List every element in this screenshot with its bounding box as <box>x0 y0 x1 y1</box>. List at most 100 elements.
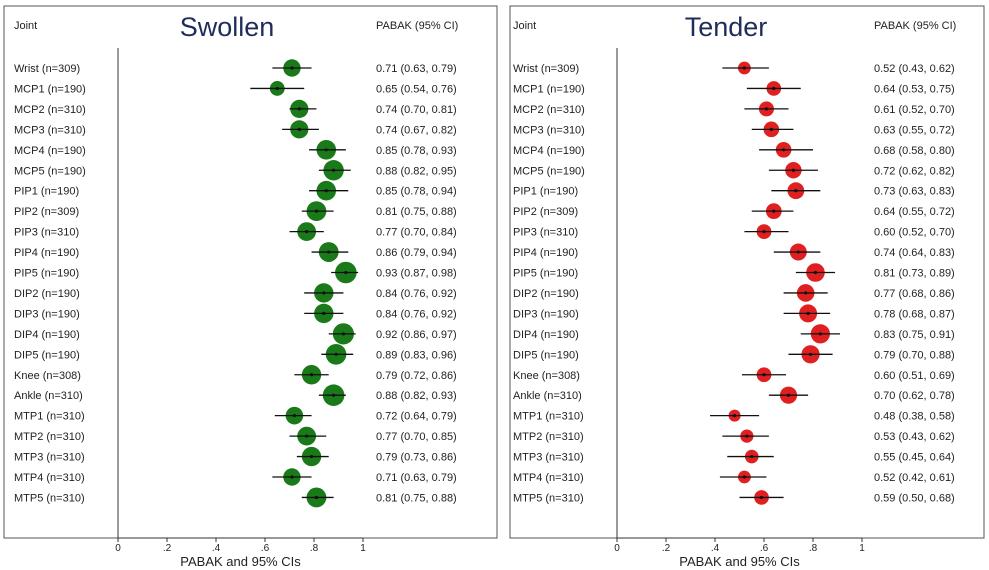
pabak-ci-value: 0.81 (0.75, 0.88) <box>376 206 457 218</box>
joint-label: PIP2 (n=309) <box>513 206 578 218</box>
estimate-point <box>745 434 749 438</box>
x-tick-label: .2 <box>163 543 172 554</box>
estimate-point <box>733 414 737 418</box>
pabak-ci-value: 0.84 (0.76, 0.92) <box>376 308 457 320</box>
pabak-ci-value: 0.74 (0.64, 0.83) <box>874 247 955 259</box>
x-tick-label: .8 <box>809 543 818 554</box>
joint-label: PIP3 (n=310) <box>513 227 578 239</box>
pabak-ci-value: 0.71 (0.63, 0.79) <box>376 472 457 484</box>
pabak-ci-value: 0.73 (0.63, 0.83) <box>874 186 955 198</box>
joint-label: MCP3 (n=310) <box>14 124 86 136</box>
pabak-ci-value: 0.86 (0.79, 0.94) <box>376 247 457 259</box>
pabak-ci-value: 0.77 (0.68, 0.86) <box>874 288 955 300</box>
pabak-ci-value: 0.55 (0.45, 0.64) <box>874 452 955 464</box>
joint-label: MCP5 (n=190) <box>14 165 86 177</box>
pabak-ci-value: 0.65 (0.54, 0.76) <box>376 83 457 95</box>
joint-label: MCP4 (n=190) <box>513 145 585 157</box>
joint-label: MTP1 (n=310) <box>513 411 584 423</box>
pabak-ci-value: 0.79 (0.73, 0.86) <box>376 452 457 464</box>
joint-label: Ankle (n=310) <box>513 390 582 402</box>
x-axis-label: PABAK and 95% CIs <box>679 554 800 569</box>
x-tick-label: .8 <box>310 543 319 554</box>
estimate-point <box>786 393 791 397</box>
pabak-ci-value: 0.84 (0.76, 0.92) <box>376 288 457 300</box>
joint-label: MTP3 (n=310) <box>14 452 85 464</box>
joint-label: MCP1 (n=190) <box>513 83 585 95</box>
pabak-ci-value: 0.52 (0.43, 0.62) <box>874 63 955 75</box>
pabak-ci-value: 0.74 (0.70, 0.81) <box>376 104 457 116</box>
joint-label: PIP2 (n=309) <box>14 206 79 218</box>
estimate-point <box>297 127 301 131</box>
estimate-point <box>341 332 345 336</box>
estimate-point <box>782 148 786 152</box>
joint-label: Wrist (n=309) <box>14 63 80 75</box>
estimate-point <box>292 414 296 418</box>
estimate-point <box>344 270 348 275</box>
joint-label: Knee (n=308) <box>513 370 580 382</box>
pabak-ci-value: 0.48 (0.38, 0.58) <box>874 411 955 423</box>
x-tick-label: .2 <box>662 543 671 554</box>
column-header-joint: Joint <box>513 20 536 32</box>
x-tick-label: 0 <box>614 543 620 554</box>
estimate-point <box>794 189 798 193</box>
estimate-point <box>750 454 754 459</box>
estimate-point <box>806 311 810 315</box>
estimate-point <box>314 495 319 500</box>
joint-label: DIP5 (n=190) <box>14 349 80 361</box>
estimate-point <box>305 230 309 234</box>
x-tick-label: .6 <box>261 543 270 554</box>
estimate-point <box>290 475 294 479</box>
pabak-ci-value: 0.61 (0.52, 0.70) <box>874 104 955 116</box>
x-tick-label: 1 <box>360 543 366 554</box>
pabak-ci-value: 0.60 (0.51, 0.69) <box>874 370 955 382</box>
pabak-ci-value: 0.85 (0.78, 0.93) <box>376 145 457 157</box>
estimate-point <box>759 495 764 500</box>
estimate-point <box>327 250 331 254</box>
joint-label: MTP1 (n=310) <box>14 411 85 423</box>
pabak-ci-value: 0.77 (0.70, 0.85) <box>376 431 457 443</box>
joint-label: Ankle (n=310) <box>14 390 83 402</box>
joint-label: DIP3 (n=190) <box>513 308 579 320</box>
pabak-ci-value: 0.93 (0.87, 0.98) <box>376 268 457 280</box>
estimate-point <box>322 291 326 295</box>
estimate-point <box>314 209 319 213</box>
joint-label: MTP3 (n=310) <box>513 452 584 464</box>
estimate-point <box>764 107 769 111</box>
pabak-ci-value: 0.71 (0.63, 0.79) <box>376 63 457 75</box>
estimate-point <box>742 475 747 479</box>
joint-label: MCP2 (n=310) <box>513 104 585 116</box>
estimate-point <box>309 454 314 459</box>
joint-label: MTP4 (n=310) <box>513 472 584 484</box>
column-header-pabak: PABAK (95% CI) <box>376 20 458 32</box>
joint-label: MCP2 (n=310) <box>14 104 86 116</box>
joint-label: PIP1 (n=190) <box>513 186 578 198</box>
estimate-point <box>818 332 822 336</box>
pabak-ci-value: 0.89 (0.83, 0.96) <box>376 349 457 361</box>
pabak-ci-value: 0.92 (0.86, 0.97) <box>376 329 457 341</box>
pabak-ci-value: 0.64 (0.55, 0.72) <box>874 206 955 218</box>
column-header-joint: Joint <box>14 20 37 32</box>
pabak-ci-value: 0.72 (0.62, 0.82) <box>874 165 955 177</box>
joint-label: DIP5 (n=190) <box>513 349 579 361</box>
pabak-ci-value: 0.81 (0.75, 0.88) <box>376 492 457 504</box>
x-tick-label: .6 <box>760 543 769 554</box>
pabak-ci-value: 0.74 (0.67, 0.82) <box>376 124 457 136</box>
pabak-ci-value: 0.83 (0.75, 0.91) <box>874 329 955 341</box>
estimate-point <box>332 393 336 397</box>
joint-label: Knee (n=308) <box>14 370 81 382</box>
panel-tender: Joint PABAK (95% CI) Tender 0 .2 .4 .6 .8 1 PABAK… <box>509 5 985 569</box>
pabak-ci-value: 0.63 (0.55, 0.72) <box>874 124 955 136</box>
joint-label: DIP3 (n=190) <box>14 308 80 320</box>
estimate-point <box>324 189 328 193</box>
pabak-ci-value: 0.52 (0.42, 0.61) <box>874 472 955 484</box>
panel-title: Swollen <box>180 12 275 42</box>
pabak-ci-value: 0.88 (0.82, 0.93) <box>376 390 457 402</box>
estimate-point <box>297 107 301 111</box>
joint-label: PIP5 (n=190) <box>14 268 79 280</box>
estimate-point <box>813 270 818 275</box>
estimate-point <box>808 352 813 356</box>
pabak-ci-value: 0.88 (0.82, 0.95) <box>376 165 457 177</box>
pabak-ci-value: 0.64 (0.53, 0.75) <box>874 83 955 95</box>
pabak-ci-value: 0.59 (0.50, 0.68) <box>874 492 955 504</box>
